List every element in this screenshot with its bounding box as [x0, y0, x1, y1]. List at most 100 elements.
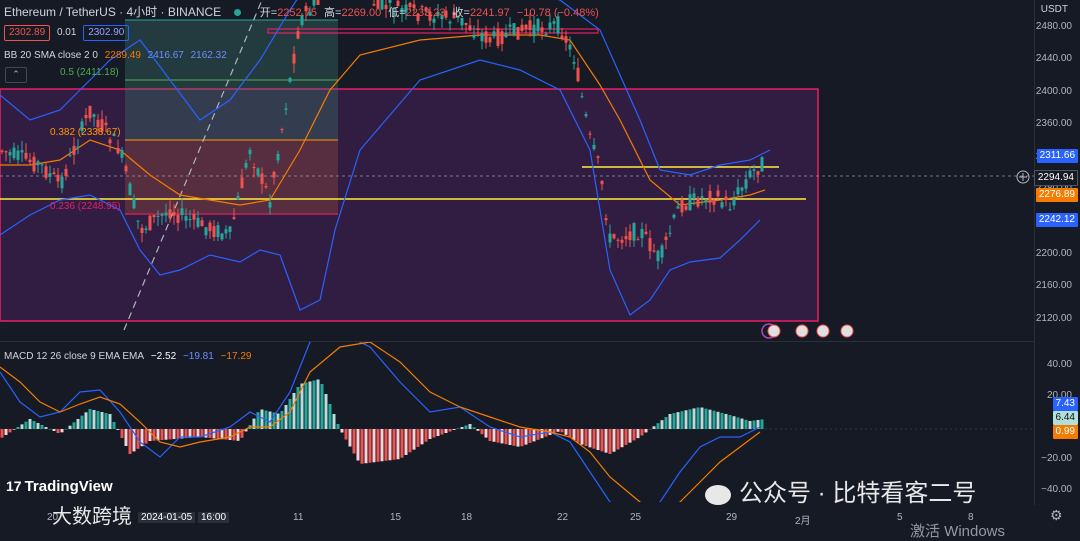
candle-body	[25, 153, 28, 159]
macd-bar	[705, 409, 708, 429]
macd-hist-value: −2.52	[151, 351, 176, 362]
macd-bar	[485, 429, 488, 438]
macd-bar	[357, 429, 360, 461]
macd-bar	[525, 429, 528, 445]
candle-body	[73, 146, 76, 155]
candle-body	[153, 215, 156, 217]
macd-bar	[513, 429, 516, 446]
macd-bar	[653, 426, 656, 429]
candle-body	[621, 240, 624, 243]
candle-body	[549, 23, 552, 30]
price-tick: 2200.00	[1036, 248, 1072, 259]
candle-body	[245, 163, 248, 168]
candle-body	[477, 28, 480, 30]
candle-body	[597, 156, 600, 158]
candle-body	[649, 238, 652, 251]
candle-body	[545, 34, 548, 35]
bb-label: BB 20 SMA close 2 0	[4, 50, 98, 61]
macd-bar	[109, 414, 112, 429]
macd-bar	[121, 429, 124, 438]
macd-bar	[385, 429, 388, 461]
macd-bar	[741, 419, 744, 429]
price-axis[interactable]: USDT 2480.002440.002400.002360.002320.00…	[1034, 0, 1080, 341]
time-label: 5	[897, 512, 903, 523]
spread-value: 0.01	[57, 27, 76, 38]
macd-bar	[53, 429, 56, 431]
macd-bar	[73, 422, 76, 429]
economic-event-flags[interactable]	[762, 324, 853, 338]
candle-body	[601, 181, 604, 184]
candle-body	[145, 229, 148, 230]
candle-body	[697, 198, 700, 207]
candle-body	[709, 191, 712, 203]
candle-body	[645, 232, 648, 234]
macd-bar	[729, 415, 732, 429]
symbol-title[interactable]: Ethereum / TetherUS · 4小时 · BINANCE	[4, 5, 221, 19]
candle-body	[277, 154, 280, 160]
candle-body	[717, 190, 720, 196]
fib-label-0236: 0.236 (2248.95)	[50, 201, 121, 212]
macd-bar	[497, 429, 500, 443]
macd-bar	[721, 413, 724, 429]
candle-body	[221, 234, 224, 240]
candle-body	[37, 161, 40, 165]
bb-legend[interactable]: BB 20 SMA close 2 0 2289.49 2416.67 2162…	[4, 50, 231, 61]
candle-body	[733, 199, 736, 205]
flag-icon	[817, 325, 829, 337]
macd-bar	[413, 429, 416, 450]
candle-body	[281, 129, 284, 130]
macd-bar	[469, 424, 472, 429]
macd-bar	[45, 427, 48, 429]
macd-axis[interactable]: 40.00 20.00 −20.00 −40.00 7.43 6.44 0.99	[1034, 342, 1080, 505]
macd-bar	[169, 429, 172, 439]
macd-bar	[5, 429, 8, 435]
sell-button[interactable]: 2302.89	[4, 25, 50, 41]
macd-bar	[373, 429, 376, 462]
time-axis[interactable]: 20 2024-01-05 16:00 11 15 18 22 25 29 2月…	[0, 505, 1035, 532]
candle-body	[213, 226, 216, 237]
candle-body	[641, 229, 644, 238]
candle-body	[133, 199, 136, 209]
bb-lower-value: 2162.32	[191, 50, 227, 61]
macd-legend[interactable]: MACD 12 26 close 9 EMA EMA −2.52 −19.81 …	[4, 351, 255, 362]
candle-body	[481, 33, 484, 41]
candle-body	[225, 229, 228, 233]
settings-icon[interactable]: ⚙	[1050, 507, 1066, 523]
candle-body	[485, 31, 488, 42]
macd-tick: −20.00	[1041, 453, 1072, 464]
macd-tag-signal: 6.44	[1053, 411, 1078, 425]
candle-body	[577, 68, 580, 81]
macd-bar	[409, 429, 412, 452]
candle-body	[581, 96, 584, 97]
macd-bar	[505, 429, 508, 444]
macd-bar	[117, 429, 120, 430]
candle-body	[201, 220, 204, 226]
macd-bar	[369, 429, 372, 463]
price-tick: 2440.00	[1036, 53, 1072, 64]
collapse-legend-button[interactable]: ⌃	[5, 67, 27, 83]
candle-body	[105, 123, 108, 125]
candle-body	[669, 233, 672, 234]
macd-bar	[49, 429, 52, 430]
crosshair-icon[interactable]	[1017, 171, 1029, 183]
range-rectangle[interactable]	[0, 89, 818, 321]
candle-body	[49, 173, 52, 177]
macd-bar	[581, 429, 584, 445]
macd-bar	[609, 429, 612, 454]
macd-bar	[565, 429, 568, 435]
macd-bar	[493, 429, 496, 442]
macd-macd-value: −19.81	[183, 351, 214, 362]
open-label: 开=	[260, 7, 277, 19]
macd-bar	[737, 417, 740, 429]
macd-bar	[573, 429, 576, 440]
macd-bar	[361, 429, 364, 464]
macd-tag-macd: 7.43	[1053, 397, 1078, 411]
macd-bar	[313, 381, 316, 430]
macd-bar	[641, 429, 644, 435]
buy-button[interactable]: 2302.90	[83, 25, 129, 41]
candle-body	[525, 25, 528, 29]
symbol-legend[interactable]: Ethereum / TetherUS · 4小时 · BINANCE 开=22…	[4, 3, 607, 20]
wechat-icon	[705, 485, 731, 505]
price-unit[interactable]: USDT	[1041, 4, 1068, 15]
